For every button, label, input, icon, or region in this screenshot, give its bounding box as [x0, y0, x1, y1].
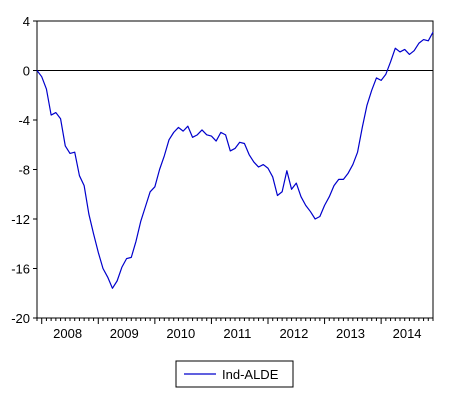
y-tick-label: -4 — [18, 113, 30, 128]
y-tick-label: -12 — [11, 212, 30, 227]
x-tick-label: 2010 — [166, 326, 195, 341]
plot-frame — [36, 20, 434, 319]
x-tick-label: 2008 — [53, 326, 82, 341]
y-tick-label: 4 — [23, 14, 30, 29]
series-line — [36, 31, 434, 289]
y-tick-label: -16 — [11, 262, 30, 277]
y-axis: 4 0 -4 -8 -12 -16 -20 — [11, 14, 37, 326]
x-axis: 2008 2009 2010 2011 2012 2013 2014 — [36, 318, 434, 341]
legend-label: Ind-ALDE — [222, 367, 279, 382]
y-tick-label: 0 — [23, 64, 30, 79]
x-tick-label: 2009 — [110, 326, 139, 341]
plot-area — [36, 20, 434, 319]
y-tick-label: -20 — [11, 311, 30, 326]
series-layer — [36, 31, 434, 289]
x-tick-label: 2011 — [223, 326, 251, 341]
x-tick-label: 2013 — [336, 326, 365, 341]
x-tick-label: 2014 — [393, 326, 422, 341]
y-tick-label: -8 — [18, 163, 30, 178]
x-tick-label: 2012 — [279, 326, 308, 341]
legend: Ind-ALDE — [175, 360, 294, 388]
